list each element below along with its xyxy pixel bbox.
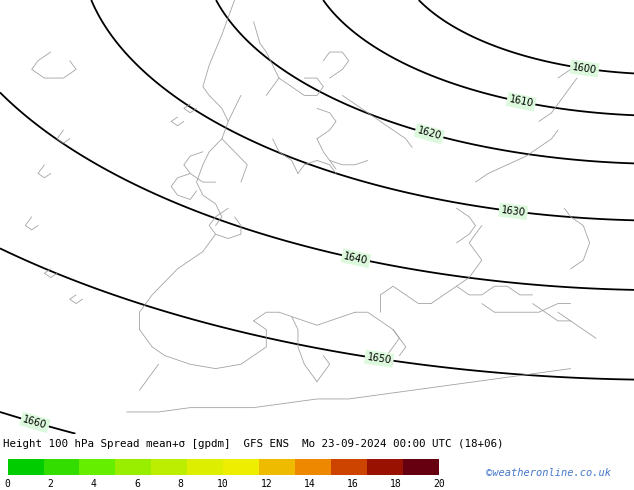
Text: Height 100 hPa Spread mean+σ [gpdm]  GFS ENS  Mo 23-09-2024 00:00 UTC (18+06): Height 100 hPa Spread mean+σ [gpdm] GFS …	[3, 439, 503, 449]
Text: 6: 6	[134, 479, 140, 490]
Bar	[44, 459, 79, 475]
Text: 1620: 1620	[416, 125, 443, 142]
Text: 1630: 1630	[500, 205, 526, 218]
Text: ©weatheronline.co.uk: ©weatheronline.co.uk	[486, 467, 611, 478]
Text: 4: 4	[91, 479, 97, 490]
Text: 1650: 1650	[366, 352, 392, 366]
Text: 0: 0	[4, 479, 11, 490]
Text: 12: 12	[261, 479, 272, 490]
Text: 1600: 1600	[572, 62, 597, 75]
Bar	[259, 459, 295, 475]
Text: 18: 18	[390, 479, 401, 490]
Text: 10: 10	[217, 479, 229, 490]
Bar	[152, 459, 187, 475]
Bar	[187, 459, 223, 475]
Text: 8: 8	[177, 479, 183, 490]
Text: 20: 20	[433, 479, 444, 490]
Text: 1660: 1660	[22, 414, 48, 431]
Bar	[295, 459, 331, 475]
Text: 1640: 1640	[343, 251, 369, 266]
Bar	[79, 459, 115, 475]
Text: 16: 16	[347, 479, 358, 490]
Text: 2: 2	[48, 479, 54, 490]
Text: 14: 14	[304, 479, 315, 490]
Bar	[403, 459, 439, 475]
Bar	[115, 459, 152, 475]
Bar	[331, 459, 367, 475]
Bar	[8, 459, 44, 475]
Text: 1610: 1610	[508, 95, 534, 109]
Bar	[223, 459, 259, 475]
Bar	[367, 459, 403, 475]
